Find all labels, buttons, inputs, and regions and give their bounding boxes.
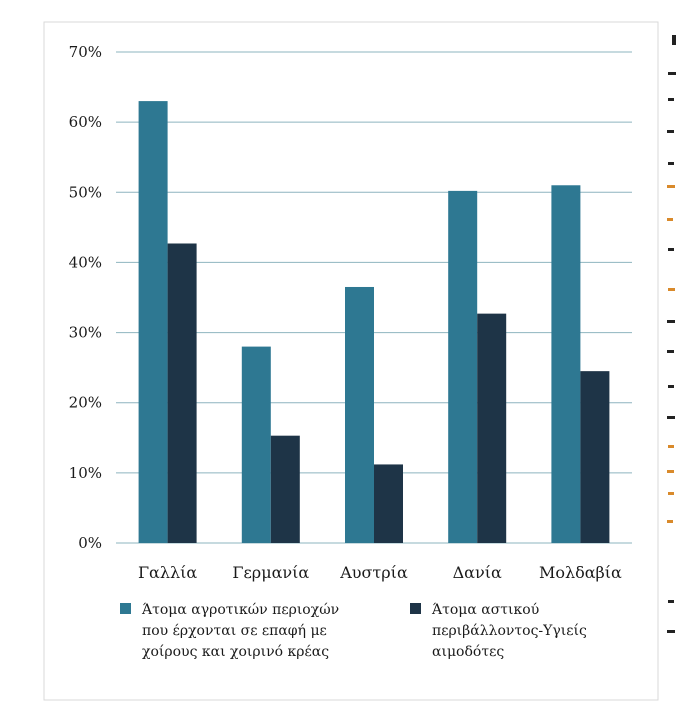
page-edge-fragment <box>667 185 675 188</box>
y-tick-label: 10% <box>69 464 102 482</box>
bars <box>138 101 610 544</box>
cropped-page-edge <box>667 35 676 633</box>
legend: Άτομα αγροτικών περιοχών που έρχονται σε … <box>120 602 587 660</box>
page-edge-fragment <box>667 416 675 419</box>
x-category-label: Αυστρία <box>339 563 408 582</box>
page-edge-fragment <box>668 98 674 101</box>
legend-label: που έρχονται σε επαφή με <box>142 622 327 639</box>
page-edge-fragment <box>668 600 674 603</box>
bar-series1-3 <box>448 190 478 543</box>
legend-label: αιμοδότες <box>432 644 504 660</box>
page-edge-fragment <box>668 288 675 291</box>
legend-label: Άτομα αστικού <box>431 602 539 618</box>
legend-label: χοίρους και χοιρινό κρέας <box>142 643 329 660</box>
bar-series2-0 <box>167 243 197 544</box>
page-edge-fragment <box>667 320 675 323</box>
page-edge-fragment <box>668 445 674 448</box>
page-edge-fragment <box>667 350 674 353</box>
page-edge-fragment <box>668 492 674 495</box>
gridlines <box>116 51 632 544</box>
x-axis-categories: Γαλλία Γερμανία Αυστρία Δανία Μολδαβία <box>138 563 622 582</box>
page-edge-fragment <box>667 470 674 473</box>
y-tick-label: 0% <box>78 534 102 552</box>
bar-series1-2 <box>345 286 374 543</box>
legend-swatch <box>410 603 421 614</box>
bar-series2-3 <box>477 313 507 543</box>
x-category-label: Γαλλία <box>138 563 197 582</box>
legend-swatch <box>120 603 131 614</box>
y-axis-ticks: 0% 10% 20% 30% 40% 50% 60% 70% <box>69 43 102 552</box>
bar-series1-4 <box>551 185 581 543</box>
page-edge-fragment <box>668 248 674 251</box>
page-edge-fragment <box>667 130 674 133</box>
page-edge-fragment <box>672 35 676 45</box>
legend-label: Άτομα αγροτικών περιοχών <box>141 602 339 618</box>
bar-series2-4 <box>580 371 610 543</box>
y-tick-label: 70% <box>69 43 102 61</box>
bar-series1-0 <box>138 101 168 543</box>
x-category-label: Μολδαβία <box>539 563 622 582</box>
page-edge-fragment <box>668 162 674 165</box>
page-edge-fragment <box>668 72 676 75</box>
page-edge-fragment <box>667 520 673 523</box>
y-tick-label: 20% <box>69 394 102 412</box>
page-edge-fragment <box>667 218 673 221</box>
bar-series2-2 <box>374 464 403 543</box>
page-edge-fragment <box>667 630 675 633</box>
x-category-label: Γερμανία <box>232 563 309 582</box>
legend-label: περιβάλλοντος-Υγιείς <box>432 622 587 639</box>
y-tick-label: 60% <box>69 113 102 131</box>
page-edge-fragment <box>668 385 674 388</box>
y-tick-label: 50% <box>69 183 102 201</box>
y-tick-label: 30% <box>69 324 102 342</box>
x-category-label: Δανία <box>453 563 502 582</box>
bar-series1-1 <box>241 346 271 543</box>
bar-series2-1 <box>270 435 300 543</box>
y-tick-label: 40% <box>69 253 102 271</box>
